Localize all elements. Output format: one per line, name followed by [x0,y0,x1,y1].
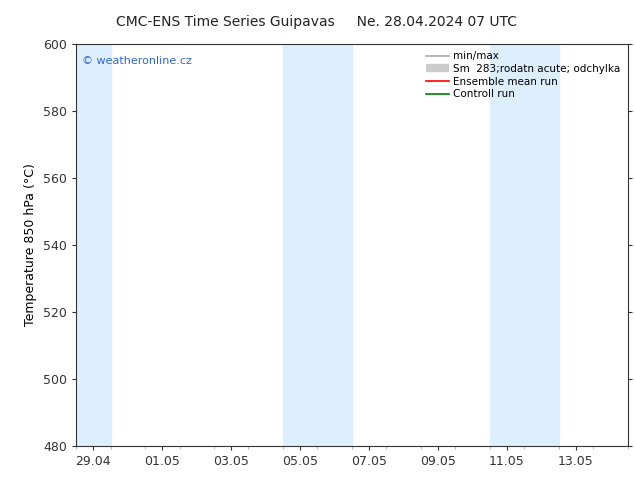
Bar [489,44,559,446]
Y-axis label: Temperature 850 hPa (°C): Temperature 850 hPa (°C) [25,164,37,326]
Text: CMC-ENS Time Series Guipavas     Ne. 28.04.2024 07 UTC: CMC-ENS Time Series Guipavas Ne. 28.04.2… [117,15,517,29]
Legend: min/max, Sm  283;rodatn acute; odchylka, Ensemble mean run, Controll run: min/max, Sm 283;rodatn acute; odchylka, … [424,49,623,101]
Bar [76,44,110,446]
Bar [283,44,352,446]
Text: © weatheronline.cz: © weatheronline.cz [82,56,191,66]
